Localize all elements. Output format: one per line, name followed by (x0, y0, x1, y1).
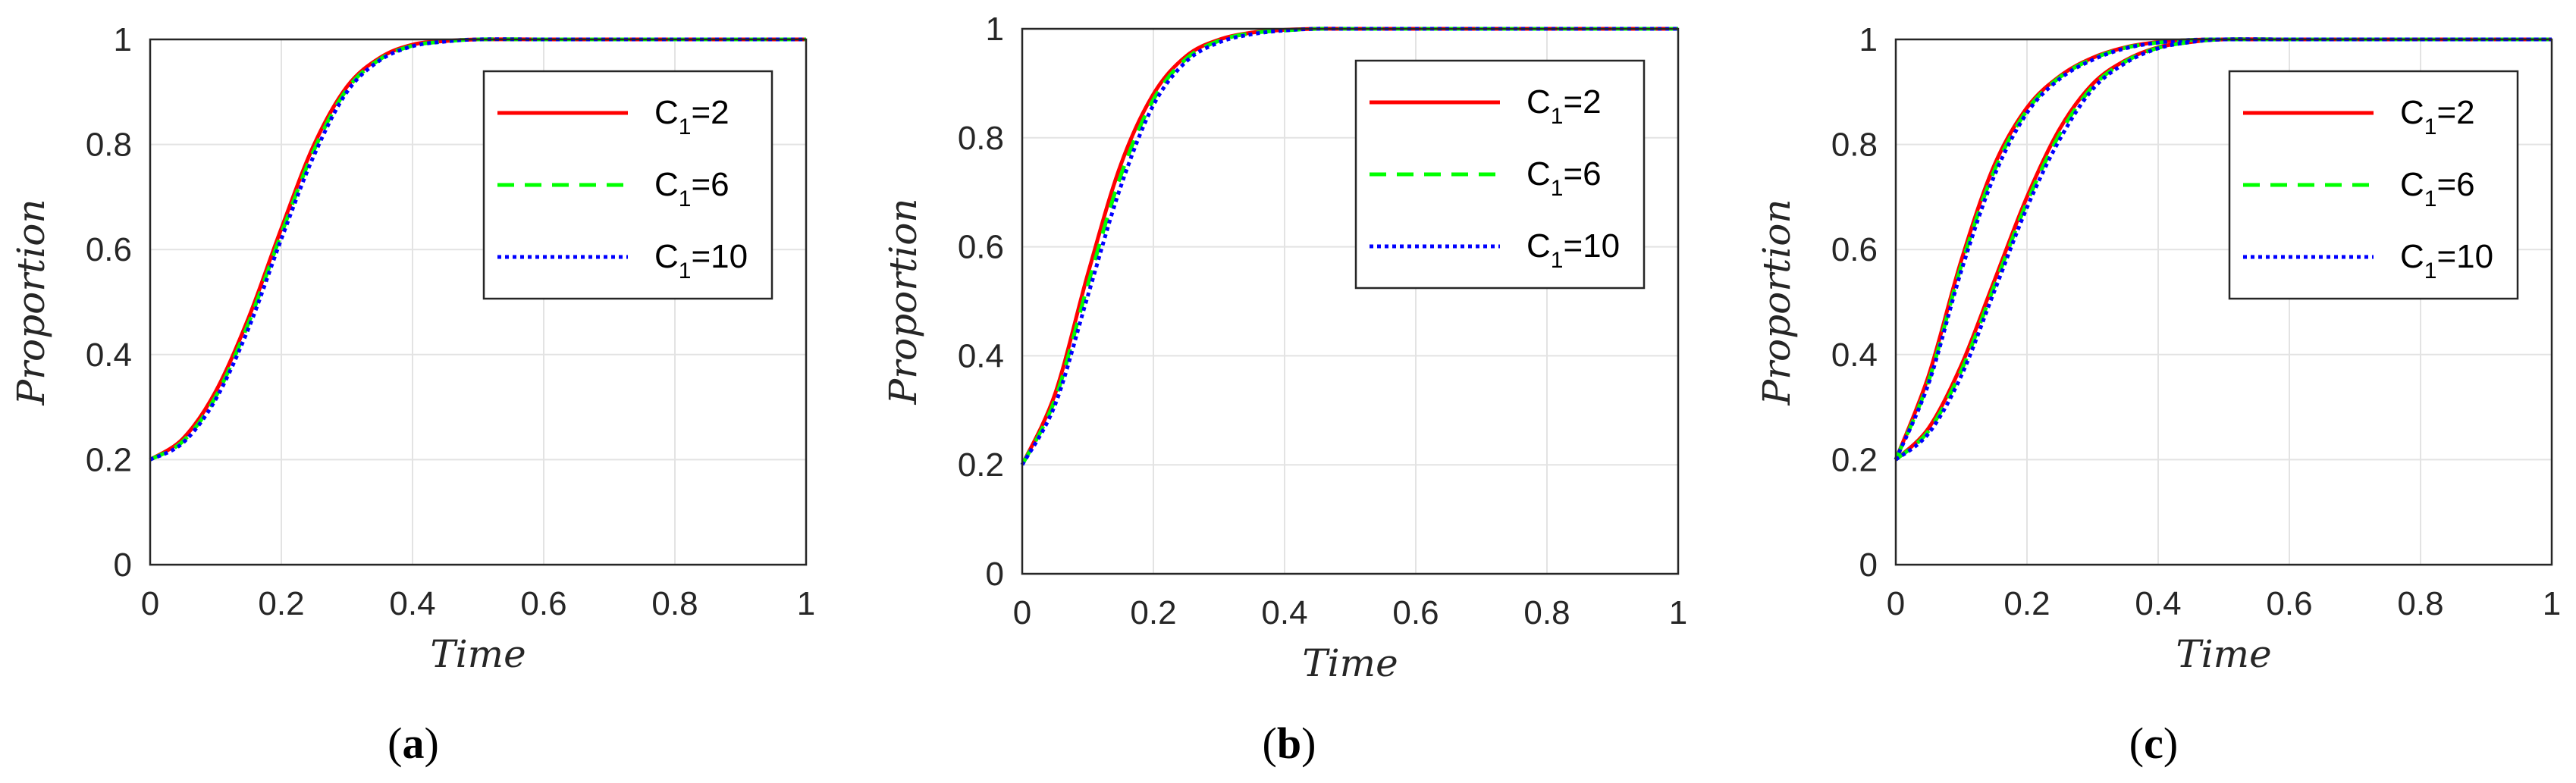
y-tick-label: 1 (114, 21, 132, 58)
y-tick-label: 0.6 (86, 231, 132, 268)
x-tick-label: 0 (1887, 585, 1905, 622)
x-tick-label: 1 (797, 585, 815, 622)
axes-box (149, 38, 808, 566)
axes-box (1021, 27, 1680, 575)
legend-label: C1=6 (1526, 155, 1602, 201)
y-tick-label: 0 (986, 556, 1004, 593)
y-tick-label: 0.2 (86, 441, 132, 478)
x-tick-label: 0.4 (1261, 594, 1307, 631)
y-axis-label: Proportion (1755, 199, 1799, 406)
y-tick-label: 0.2 (958, 446, 1004, 484)
y-tick-label: 0 (114, 547, 132, 584)
x-tick-label: 0.2 (258, 585, 304, 622)
legend-label: C1=6 (654, 166, 730, 211)
legend-label: C1=10 (654, 238, 748, 283)
y-tick-label: 1 (986, 11, 1004, 48)
x-tick-label: 0.4 (2135, 585, 2181, 622)
legend-label: C1=10 (1526, 227, 1620, 273)
y-tick-label: 0 (1859, 547, 1878, 584)
x-axis-label: Time (2176, 632, 2271, 676)
subfigure-label: (c) (2129, 719, 2178, 768)
x-tick-label: 0.8 (1523, 594, 1570, 631)
x-tick-label: 0.2 (1130, 594, 1176, 631)
axes-box (1894, 38, 2553, 566)
legend: C1=2 C1=6 C1=10 (2228, 70, 2519, 300)
legend-label: C1=2 (654, 94, 730, 139)
y-axis-label: Proportion (9, 199, 53, 406)
chart-panel-b: 0 0.2 0.4 0.6 0.8 1 0 0.2 0.4 0.6 0.8 1 Time Proporti… (881, 11, 1687, 768)
y-tick-label: 0.4 (1831, 337, 1878, 374)
x-tick-label: 0.6 (520, 585, 566, 622)
x-tick-label: 1 (2543, 585, 2561, 622)
y-tick-label: 0.4 (958, 337, 1004, 374)
x-tick-label: 0.2 (2003, 585, 2050, 622)
legend-label: C1=6 (2400, 166, 2475, 211)
y-tick-label: 0.8 (958, 120, 1004, 157)
legend-label: C1=2 (2400, 94, 2475, 139)
chart-panel-c: 0 0.2 0.4 0.6 0.8 1 0 0.2 0.4 0.6 0.8 1 Time Proporti… (1755, 21, 2561, 768)
legend: C1=2 C1=6 C1=10 (1354, 59, 1646, 290)
y-tick-label: 0.8 (86, 127, 132, 164)
y-tick-label: 0.2 (1831, 441, 1878, 478)
x-axis-label: Time (430, 632, 526, 676)
y-tick-label: 0.6 (958, 229, 1004, 266)
x-tick-label: 0.6 (1392, 594, 1439, 631)
x-axis-label: Time (1302, 641, 1398, 685)
y-tick-label: 0.6 (1831, 231, 1878, 268)
x-tick-label: 1 (1669, 594, 1687, 631)
x-tick-label: 0 (1013, 594, 1031, 631)
chart-panel-a: 0 0.2 0.4 0.6 0.8 1 0 0.2 0.4 0.6 0.8 1 Time Proporti… (9, 21, 815, 768)
legend: C1=2 C1=6 C1=10 (482, 70, 773, 300)
subfigure-label: (b) (1263, 719, 1316, 768)
legend-label: C1=2 (1526, 83, 1602, 129)
x-tick-label: 0.4 (389, 585, 435, 622)
legend-label: C1=10 (2400, 238, 2493, 283)
y-axis-label: Proportion (881, 198, 925, 405)
subfigure-label: (a) (387, 719, 439, 768)
y-tick-label: 1 (1859, 21, 1878, 58)
series-line-10-second (1894, 37, 2552, 462)
x-tick-label: 0.8 (2397, 585, 2443, 622)
x-tick-label: 0 (141, 585, 159, 622)
x-tick-label: 0.6 (2266, 585, 2312, 622)
y-tick-label: 0.4 (86, 337, 132, 374)
x-tick-label: 0.8 (651, 585, 698, 622)
y-tick-label: 0.8 (1831, 127, 1878, 164)
